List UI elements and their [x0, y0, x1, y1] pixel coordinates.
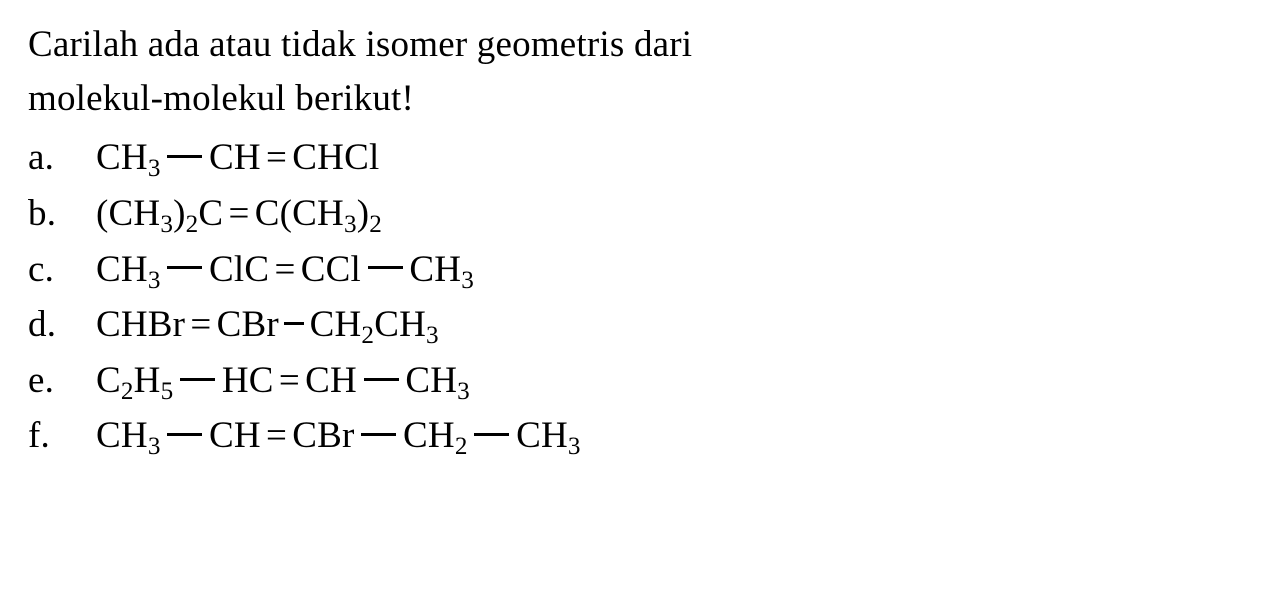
double-bond: =	[274, 249, 295, 290]
subscript: 2	[186, 211, 199, 238]
formula: C2H5HC=CHCH3	[96, 354, 470, 408]
list-item: e.C2H5HC=CHCH3	[28, 354, 1242, 408]
subscript: 2	[455, 434, 468, 461]
subscript: 3	[160, 211, 173, 238]
item-label: c.	[28, 243, 96, 297]
subscript: 3	[461, 267, 474, 294]
list-item: d.CHBr=CBrCH2CH3	[28, 298, 1242, 352]
list-item: c.CH3ClC=CClCH3	[28, 243, 1242, 297]
item-label: d.	[28, 298, 96, 352]
bond-short-dash	[284, 322, 304, 325]
bond-dash	[364, 378, 399, 381]
intro-line-1: Carilah ada atau tidak isomer geometris …	[28, 18, 1242, 72]
formula: (CH3)2C=C(CH3)2	[96, 187, 382, 241]
subscript: 3	[568, 434, 581, 461]
question-intro: Carilah ada atau tidak isomer geometris …	[28, 18, 1242, 125]
bond-dash	[167, 433, 202, 436]
bond-dash	[368, 266, 403, 269]
formula: CHBr=CBrCH2CH3	[96, 298, 439, 352]
page: Carilah ada atau tidak isomer geometris …	[0, 0, 1270, 483]
bond-dash	[180, 378, 215, 381]
double-bond: =	[266, 415, 287, 456]
list-item: b.(CH3)2C=C(CH3)2	[28, 187, 1242, 241]
double-bond: =	[266, 137, 287, 178]
bond-dash	[474, 433, 509, 436]
subscript: 3	[148, 267, 161, 294]
double-bond: =	[190, 304, 211, 345]
bond-dash	[361, 433, 396, 436]
bond-dash	[167, 155, 202, 158]
double-bond: =	[228, 193, 249, 234]
formula: CH3ClC=CClCH3	[96, 243, 474, 297]
subscript: 3	[344, 211, 357, 238]
bond-dash	[167, 266, 202, 269]
intro-line-2: molekul-molekul berikut!	[28, 72, 1242, 126]
item-label: a.	[28, 131, 96, 185]
subscript: 2	[361, 322, 374, 349]
formula: CH3CH=CHCl	[96, 131, 379, 185]
subscript: 3	[148, 434, 161, 461]
formula: CH3CH=CBrCH2CH3	[96, 409, 581, 463]
double-bond: =	[279, 360, 300, 401]
subscript: 2	[369, 211, 382, 238]
item-label: b.	[28, 187, 96, 241]
subscript: 2	[121, 378, 134, 405]
list-item: f.CH3CH=CBrCH2CH3	[28, 409, 1242, 463]
list-item: a.CH3CH=CHCl	[28, 131, 1242, 185]
subscript: 5	[161, 378, 174, 405]
subscript: 3	[426, 322, 439, 349]
item-label: f.	[28, 409, 96, 463]
item-label: e.	[28, 354, 96, 408]
subscript: 3	[457, 378, 470, 405]
subscript: 3	[148, 155, 161, 182]
items-list: a.CH3CH=CHClb.(CH3)2C=C(CH3)2c.CH3ClC=CC…	[28, 131, 1242, 463]
